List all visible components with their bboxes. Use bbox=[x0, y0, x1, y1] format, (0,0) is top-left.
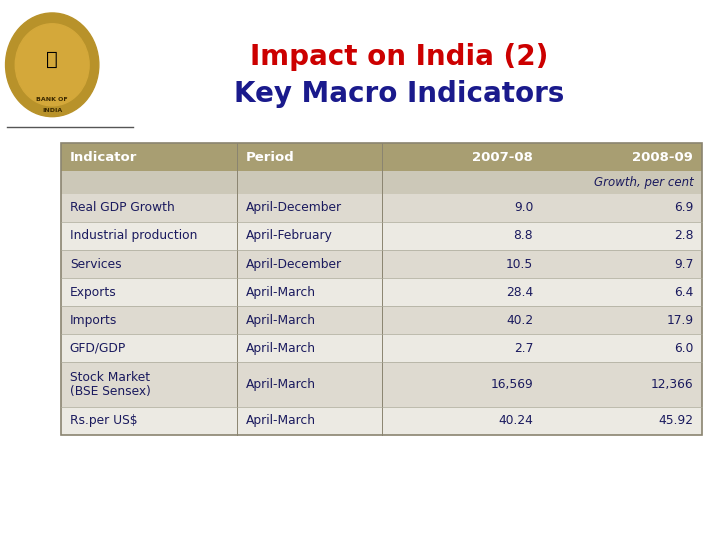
Text: 10.5: 10.5 bbox=[506, 258, 534, 271]
Text: 🦁: 🦁 bbox=[46, 50, 58, 69]
Text: 12,366: 12,366 bbox=[651, 378, 693, 391]
Text: 17.9: 17.9 bbox=[666, 314, 693, 327]
Bar bbox=[61, 250, 702, 278]
Text: GFD/GDP: GFD/GDP bbox=[70, 342, 126, 355]
Text: 2.7: 2.7 bbox=[514, 342, 534, 355]
Text: 2.8: 2.8 bbox=[674, 230, 693, 242]
Text: 45.92: 45.92 bbox=[658, 414, 693, 427]
Text: 16,569: 16,569 bbox=[490, 378, 534, 391]
Text: 6.4: 6.4 bbox=[674, 286, 693, 299]
Bar bbox=[61, 194, 702, 222]
Bar bbox=[61, 143, 702, 435]
Text: Growth, per cent: Growth, per cent bbox=[593, 176, 693, 189]
Text: April-February: April-February bbox=[246, 230, 333, 242]
Text: April-March: April-March bbox=[246, 286, 316, 299]
Text: 40.24: 40.24 bbox=[498, 414, 534, 427]
Bar bbox=[61, 306, 702, 334]
Text: Indicator: Indicator bbox=[70, 151, 138, 164]
Circle shape bbox=[15, 24, 89, 106]
Text: 40.2: 40.2 bbox=[506, 314, 534, 327]
Text: April-March: April-March bbox=[246, 314, 316, 327]
Text: 9.7: 9.7 bbox=[674, 258, 693, 271]
Text: April-March: April-March bbox=[246, 342, 316, 355]
Bar bbox=[61, 407, 702, 435]
Bar bbox=[61, 362, 702, 407]
Text: April-March: April-March bbox=[246, 414, 316, 427]
Text: April-March: April-March bbox=[246, 378, 316, 391]
Bar bbox=[61, 143, 702, 171]
Text: 6.0: 6.0 bbox=[674, 342, 693, 355]
Text: Rs.per US$: Rs.per US$ bbox=[70, 414, 138, 427]
Text: April-December: April-December bbox=[246, 258, 342, 271]
Text: 28.4: 28.4 bbox=[506, 286, 534, 299]
Text: 9.0: 9.0 bbox=[514, 201, 534, 214]
Text: Stock Market: Stock Market bbox=[70, 371, 150, 384]
Circle shape bbox=[6, 13, 99, 117]
Bar bbox=[61, 171, 702, 194]
Text: 2008-09: 2008-09 bbox=[632, 151, 693, 164]
Bar bbox=[61, 222, 702, 250]
Text: 8.8: 8.8 bbox=[513, 230, 534, 242]
Text: 6.9: 6.9 bbox=[674, 201, 693, 214]
Text: Real GDP Growth: Real GDP Growth bbox=[70, 201, 174, 214]
Text: (BSE Sensex): (BSE Sensex) bbox=[70, 384, 150, 398]
Text: Key Macro Indicators: Key Macro Indicators bbox=[235, 80, 564, 109]
Text: Exports: Exports bbox=[70, 286, 117, 299]
Text: Industrial production: Industrial production bbox=[70, 230, 197, 242]
Bar bbox=[61, 278, 702, 306]
Text: Impact on India (2): Impact on India (2) bbox=[251, 43, 549, 71]
Text: Services: Services bbox=[70, 258, 122, 271]
Text: Period: Period bbox=[246, 151, 294, 164]
Text: INDIA: INDIA bbox=[42, 107, 63, 113]
Text: 2007-08: 2007-08 bbox=[472, 151, 534, 164]
Text: April-December: April-December bbox=[246, 201, 342, 214]
Bar bbox=[61, 334, 702, 362]
Text: BANK OF: BANK OF bbox=[37, 97, 68, 102]
Text: Imports: Imports bbox=[70, 314, 117, 327]
